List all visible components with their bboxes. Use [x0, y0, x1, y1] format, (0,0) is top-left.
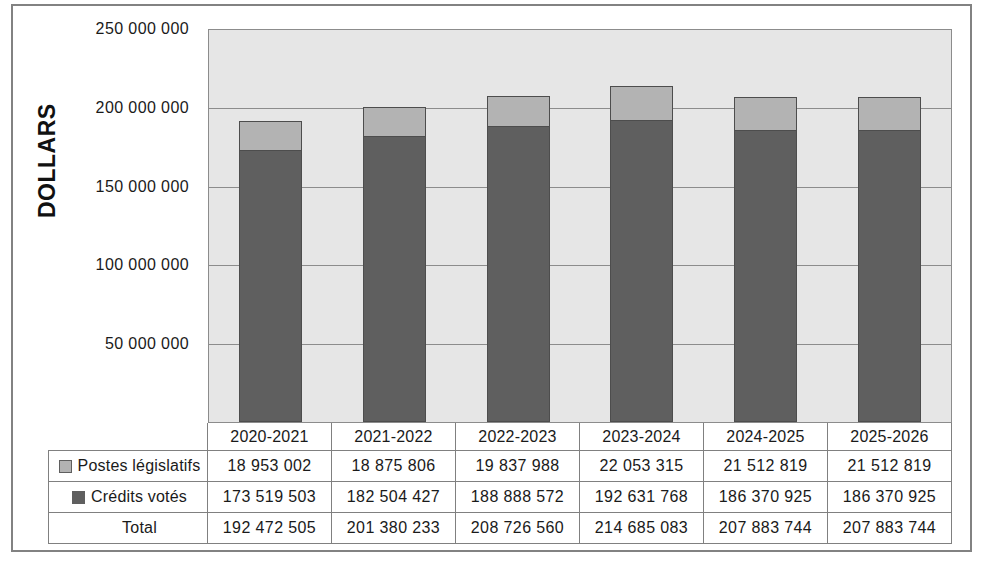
row-label-text: Postes législatifs — [78, 457, 201, 475]
bar-stack-2021-2022 — [363, 106, 426, 422]
row-label-postes-legislatifs: Postes législatifs — [48, 451, 208, 482]
bar-segment-postes-legislatifs — [239, 121, 302, 151]
data-table: 2020-20212021-20222022-20232023-20242024… — [48, 423, 952, 544]
column-header-2020-2021: 2020-2021 — [208, 423, 332, 451]
table-cell-postes-legislatifs-2021-2022: 18 875 806 — [332, 451, 456, 482]
bar-segment-postes-legislatifs — [610, 86, 673, 121]
table-cell-postes-legislatifs-2025-2026: 21 512 819 — [828, 451, 952, 482]
y-axis-tick-label: 50 000 000 — [13, 334, 189, 354]
table-cell-postes-legislatifs-2022-2023: 19 837 988 — [456, 451, 580, 482]
bar-segment-postes-legislatifs — [487, 96, 550, 127]
column-header-2025-2026: 2025-2026 — [828, 423, 952, 451]
y-axis-tick-label: 200 000 000 — [13, 98, 189, 118]
column-header-2024-2025: 2024-2025 — [704, 423, 828, 451]
table-cell-total-2020-2021: 192 472 505 — [208, 513, 332, 544]
table-cell-total-2021-2022: 201 380 233 — [332, 513, 456, 544]
bar-segment-postes-legislatifs — [858, 97, 921, 131]
row-label-text: Crédits votés — [91, 488, 187, 506]
y-axis-tick-label: 100 000 000 — [13, 255, 189, 275]
bar-segment-credits-votes — [363, 136, 426, 422]
table-cell-credits-votes-2020-2021: 173 519 503 — [208, 482, 332, 513]
bar-stack-2025-2026 — [858, 96, 921, 422]
bar-stack-2022-2023 — [487, 95, 550, 422]
table-cell-total-2022-2023: 208 726 560 — [456, 513, 580, 544]
bar-stack-2024-2025 — [734, 96, 797, 422]
table-cell-total-2025-2026: 207 883 744 — [828, 513, 952, 544]
table-cell-postes-legislatifs-2020-2021: 18 953 002 — [208, 451, 332, 482]
gridline — [209, 187, 951, 188]
table-corner-cell — [48, 423, 208, 451]
table-cell-postes-legislatifs-2023-2024: 22 053 315 — [580, 451, 704, 482]
table-cell-credits-votes-2023-2024: 192 631 768 — [580, 482, 704, 513]
bar-segment-credits-votes — [487, 126, 550, 422]
table-cell-credits-votes-2022-2023: 188 888 572 — [456, 482, 580, 513]
bar-segment-credits-votes — [734, 130, 797, 422]
bar-segment-credits-votes — [858, 130, 921, 422]
table-cell-credits-votes-2024-2025: 186 370 925 — [704, 482, 828, 513]
bar-segment-credits-votes — [239, 150, 302, 422]
y-axis-tick-label: 150 000 000 — [13, 177, 189, 197]
column-header-2022-2023: 2022-2023 — [456, 423, 580, 451]
table-cell-total-2023-2024: 214 685 083 — [580, 513, 704, 544]
legend-swatch-icon — [72, 491, 85, 504]
bar-segment-postes-legislatifs — [363, 107, 426, 137]
row-label-credits-votes: Crédits votés — [48, 482, 208, 513]
bar-stack-2020-2021 — [239, 120, 302, 422]
column-header-2021-2022: 2021-2022 — [332, 423, 456, 451]
table-cell-credits-votes-2025-2026: 186 370 925 — [828, 482, 952, 513]
y-axis-tick-label: 250 000 000 — [13, 19, 189, 39]
table-cell-total-2024-2025: 207 883 744 — [704, 513, 828, 544]
bar-stack-2023-2024 — [610, 85, 673, 422]
table-cell-postes-legislatifs-2024-2025: 21 512 819 — [704, 451, 828, 482]
chart-canvas: DOLLARS 250 000 000200 000 000150 000 00… — [0, 0, 984, 569]
row-label-total: Total — [48, 513, 208, 544]
gridline — [209, 108, 951, 109]
plot-area — [208, 29, 952, 423]
row-label-text: Total — [122, 519, 157, 537]
table-cell-credits-votes-2021-2022: 182 504 427 — [332, 482, 456, 513]
gridline — [209, 265, 951, 266]
chart-frame: DOLLARS 250 000 000200 000 000150 000 00… — [11, 4, 972, 552]
bar-segment-credits-votes — [610, 120, 673, 422]
column-header-2023-2024: 2023-2024 — [580, 423, 704, 451]
legend-swatch-icon — [59, 460, 72, 473]
gridline — [209, 344, 951, 345]
bar-segment-postes-legislatifs — [734, 97, 797, 131]
